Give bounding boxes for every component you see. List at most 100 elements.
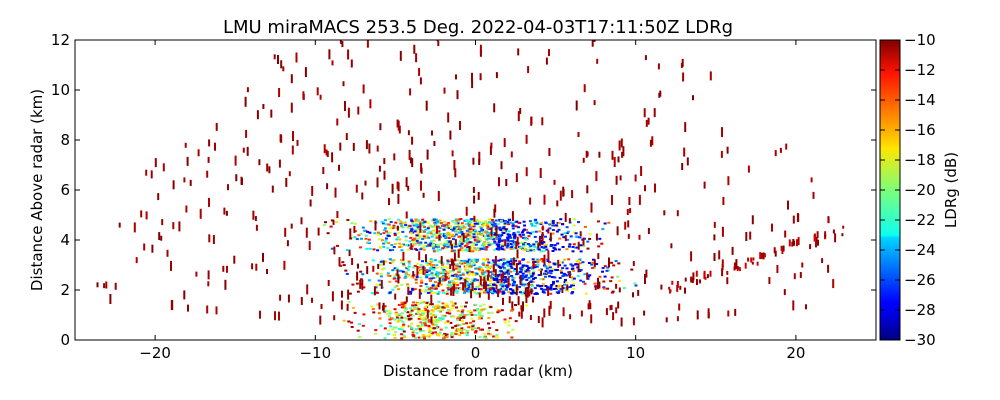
cloud-echo — [347, 321, 350, 323]
clutter-echo — [644, 108, 646, 117]
clutter-echo — [488, 270, 490, 277]
cloud-echo — [451, 234, 454, 236]
cloud-echo — [504, 269, 507, 271]
cloud-echo — [450, 301, 453, 303]
clutter-echo — [134, 222, 136, 232]
clutter-echo — [710, 71, 712, 80]
clutter-echo — [321, 304, 323, 309]
clutter-echo — [398, 121, 400, 131]
cloud-echo — [564, 274, 567, 276]
cloud-echo — [489, 280, 492, 282]
cloud-echo — [522, 258, 525, 260]
line-echo — [707, 274, 709, 278]
cloud-echo — [384, 219, 387, 221]
cloud-echo — [607, 222, 610, 224]
cloud-echo — [534, 221, 537, 223]
cloud-echo — [446, 312, 449, 314]
clutter-echo — [357, 264, 359, 269]
cloud-echo — [513, 237, 516, 239]
clutter-echo — [136, 257, 138, 263]
cloud-echo — [559, 277, 562, 279]
cloud-echo — [384, 337, 387, 339]
clutter-echo — [291, 103, 293, 113]
cloud-echo — [510, 243, 513, 245]
cloud-echo — [500, 284, 503, 286]
cloud-echo — [455, 287, 458, 289]
clutter-echo — [473, 216, 475, 222]
cloud-echo — [426, 264, 429, 266]
cloud-echo — [573, 225, 576, 227]
cloud-echo — [487, 235, 490, 237]
cloud-echo — [419, 277, 422, 279]
clutter-echo — [255, 216, 257, 221]
clutter-echo — [366, 140, 368, 149]
cloud-echo — [524, 249, 527, 251]
cloud-echo — [401, 302, 404, 304]
cloud-echo — [463, 329, 466, 331]
cloud-echo — [533, 246, 536, 248]
clutter-echo — [301, 297, 303, 305]
cloud-echo — [559, 262, 562, 264]
cloud-echo — [389, 322, 392, 324]
cloud-echo — [441, 309, 444, 311]
cloud-echo — [392, 225, 395, 227]
clutter-echo — [752, 215, 754, 224]
clutter-echo — [684, 288, 686, 294]
cloud-echo — [471, 329, 474, 331]
cloud-echo — [391, 269, 394, 271]
cloud-echo — [533, 250, 536, 252]
cloud-echo — [412, 267, 415, 269]
cloud-echo — [497, 274, 500, 276]
cloud-echo — [432, 320, 435, 322]
line-echo — [726, 271, 728, 275]
cloud-echo — [487, 329, 490, 331]
cloud-echo — [436, 244, 439, 246]
cloud-echo — [561, 234, 564, 236]
clutter-echo — [402, 252, 404, 261]
cloud-echo — [534, 287, 537, 289]
cloud-echo — [473, 236, 476, 238]
clutter-echo — [644, 185, 646, 191]
cloud-echo — [465, 248, 468, 250]
cloud-echo — [504, 319, 507, 321]
cloud-echo — [552, 250, 555, 252]
cloud-echo — [496, 334, 499, 336]
cloud-echo — [477, 248, 480, 250]
cloud-echo — [560, 272, 563, 274]
clutter-echo — [423, 266, 425, 275]
cloud-echo — [545, 270, 548, 272]
clutter-echo — [550, 233, 552, 242]
cloud-echo — [439, 219, 442, 221]
cloud-echo — [451, 327, 454, 329]
cloud-echo — [549, 293, 552, 295]
cloud-echo — [405, 244, 408, 246]
line-echo — [833, 230, 835, 234]
cloud-echo — [438, 261, 441, 263]
cloud-echo — [402, 324, 405, 326]
clutter-echo — [621, 139, 623, 148]
cloud-echo — [544, 265, 547, 267]
cloud-echo — [452, 238, 455, 240]
cloud-echo — [483, 246, 486, 248]
cloud-echo — [489, 288, 492, 290]
chart-title: LMU miraMACS 253.5 Deg. 2022-04-03T17:11… — [223, 17, 733, 38]
clutter-echo — [439, 235, 441, 241]
line-echo — [792, 239, 794, 246]
line-echo — [842, 226, 844, 229]
clutter-echo — [397, 274, 399, 283]
clutter-echo — [491, 228, 493, 237]
cloud-echo — [475, 286, 478, 288]
cloud-echo — [544, 246, 547, 248]
cloud-echo — [405, 239, 408, 241]
cloud-echo — [455, 220, 458, 222]
clutter-echo — [620, 175, 622, 180]
clutter-echo — [784, 289, 786, 295]
clutter-echo — [597, 253, 599, 259]
cloud-echo — [527, 277, 530, 279]
clutter-echo — [363, 84, 365, 93]
cloud-echo — [509, 222, 512, 224]
cloud-echo — [369, 220, 372, 222]
cloud-echo — [421, 219, 424, 221]
clutter-echo — [151, 245, 153, 253]
cloud-echo — [465, 232, 468, 234]
